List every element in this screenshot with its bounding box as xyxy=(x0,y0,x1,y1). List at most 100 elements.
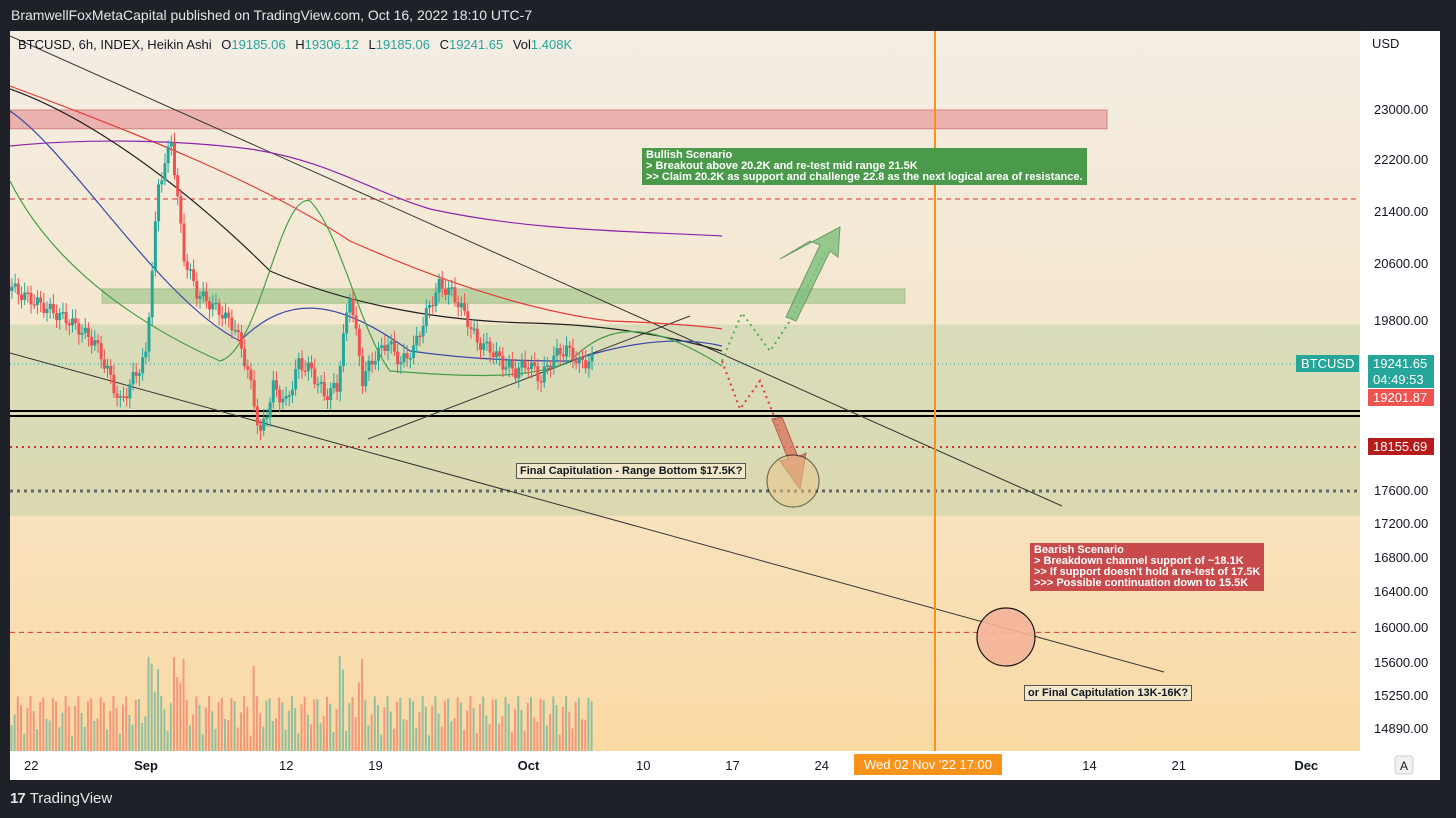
volume-bar xyxy=(16,696,19,751)
volume-bar xyxy=(389,711,392,751)
volume-bar xyxy=(415,727,418,751)
candle-body xyxy=(494,351,498,358)
candle-body xyxy=(463,303,467,312)
candle-body xyxy=(590,353,594,362)
candle-body xyxy=(208,301,212,310)
volume-bar xyxy=(555,705,558,751)
candle-body xyxy=(211,303,215,310)
time-marker-tag: Wed 02 Nov '22 17:00 xyxy=(854,754,1002,775)
candle-body xyxy=(67,323,71,326)
volume-bar xyxy=(459,702,462,751)
candle-body xyxy=(361,356,365,387)
volume-bar xyxy=(405,720,408,751)
price-tick-label: 17200.00 xyxy=(1374,516,1428,531)
candle-body xyxy=(239,332,243,349)
candle-body xyxy=(549,365,553,369)
volume-bar xyxy=(42,697,45,751)
time-tick-label: Dec xyxy=(1294,758,1318,773)
candle-body xyxy=(106,365,110,369)
candle-body xyxy=(389,341,393,345)
candle-body xyxy=(224,312,227,319)
volume-bar xyxy=(507,703,510,751)
candle-body xyxy=(348,298,352,313)
volume-bar xyxy=(249,735,252,751)
tradingview-logo[interactable]: 17 TradingView xyxy=(10,790,112,807)
publisher-text: BramwellFoxMetaCapital published on Trad… xyxy=(11,7,533,23)
candle-body xyxy=(61,312,65,314)
final-capitulation-label[interactable]: or Final Capitulation 13K-16K? xyxy=(1024,685,1193,701)
volume-bar xyxy=(533,717,536,751)
candle-body xyxy=(102,359,106,369)
volume-bar xyxy=(224,719,226,751)
candle-body xyxy=(271,380,275,403)
price-tick-label: 17600.00 xyxy=(1374,483,1428,498)
bearish-scenario-note[interactable]: Bearish Scenario > Breakdown channel sup… xyxy=(1030,543,1265,591)
candle-body xyxy=(192,269,196,281)
volume-bar xyxy=(345,730,348,751)
candle-body xyxy=(565,345,569,357)
support-price-tag: 18155.69 xyxy=(1368,438,1434,455)
volume-bar xyxy=(399,697,402,751)
candle-body xyxy=(396,351,400,365)
volume-bar xyxy=(128,714,131,751)
range-bottom-circle xyxy=(766,454,820,508)
volume-bar xyxy=(504,696,507,751)
candle-body xyxy=(402,353,406,363)
volume-bar xyxy=(306,715,309,751)
range-bottom-label[interactable]: Final Capitulation - Range Bottom $17.5K… xyxy=(516,463,747,479)
volume-bar xyxy=(71,735,73,751)
tv-mark-icon: 17 xyxy=(10,790,26,807)
volume-bar xyxy=(287,710,290,751)
price-chart[interactable]: 23000.00 22200.00 21400.00 20600.00 19800.00… xyxy=(10,31,1440,780)
volume-bar xyxy=(581,719,583,751)
candle-body xyxy=(485,341,489,344)
volume-bar xyxy=(262,726,265,751)
candle-body xyxy=(421,326,425,337)
candle-body xyxy=(134,372,138,376)
volume-bar xyxy=(520,709,523,751)
candle-body xyxy=(577,357,581,364)
candle-body xyxy=(373,360,377,365)
candle-body xyxy=(275,380,278,390)
price-tick-label: 15250.00 xyxy=(1374,688,1428,703)
candle-body xyxy=(265,417,269,419)
volume-bar xyxy=(61,712,64,751)
volume-bar xyxy=(370,714,373,751)
volume-bar xyxy=(571,728,574,751)
candle-body xyxy=(316,383,320,386)
final-capitulation-circle xyxy=(976,607,1036,667)
candle-body xyxy=(290,389,294,396)
time-tick-label: 21 xyxy=(1172,758,1186,773)
candle-body xyxy=(118,396,122,398)
volume-bar xyxy=(67,706,70,751)
auto-scale-label: A xyxy=(1400,759,1408,773)
volume-bar xyxy=(109,710,112,751)
chart-frame[interactable]: 23000.00 22200.00 21400.00 20600.00 19800.00… xyxy=(10,31,1440,780)
candle-body xyxy=(252,380,256,407)
candle-body xyxy=(93,340,97,346)
bullish-scenario-note[interactable]: Bullish Scenario > Breakout above 20.2K … xyxy=(642,148,1087,185)
candle-body xyxy=(338,365,342,392)
volume-bar xyxy=(498,723,501,751)
volume-bar xyxy=(354,717,357,751)
volume-bar xyxy=(275,718,277,751)
candle-body xyxy=(214,302,218,305)
volume-bar xyxy=(230,698,233,751)
candle-body xyxy=(20,294,23,301)
volume-bar xyxy=(341,669,344,751)
bullish-arrow xyxy=(779,226,841,322)
candle-body xyxy=(332,382,336,389)
volume-bar xyxy=(90,698,93,751)
candle-body xyxy=(587,361,591,369)
volume-bar xyxy=(20,704,22,751)
candle-body xyxy=(144,351,148,358)
volume-bar xyxy=(542,700,545,751)
price-tick-label: 16800.00 xyxy=(1374,550,1428,565)
volume-bar xyxy=(134,699,137,751)
candle-body xyxy=(255,406,259,426)
volume-bar xyxy=(383,707,386,751)
candle-body xyxy=(335,382,339,392)
candle-body xyxy=(58,312,62,320)
candle-body xyxy=(447,287,451,295)
ma-red xyxy=(10,85,723,330)
